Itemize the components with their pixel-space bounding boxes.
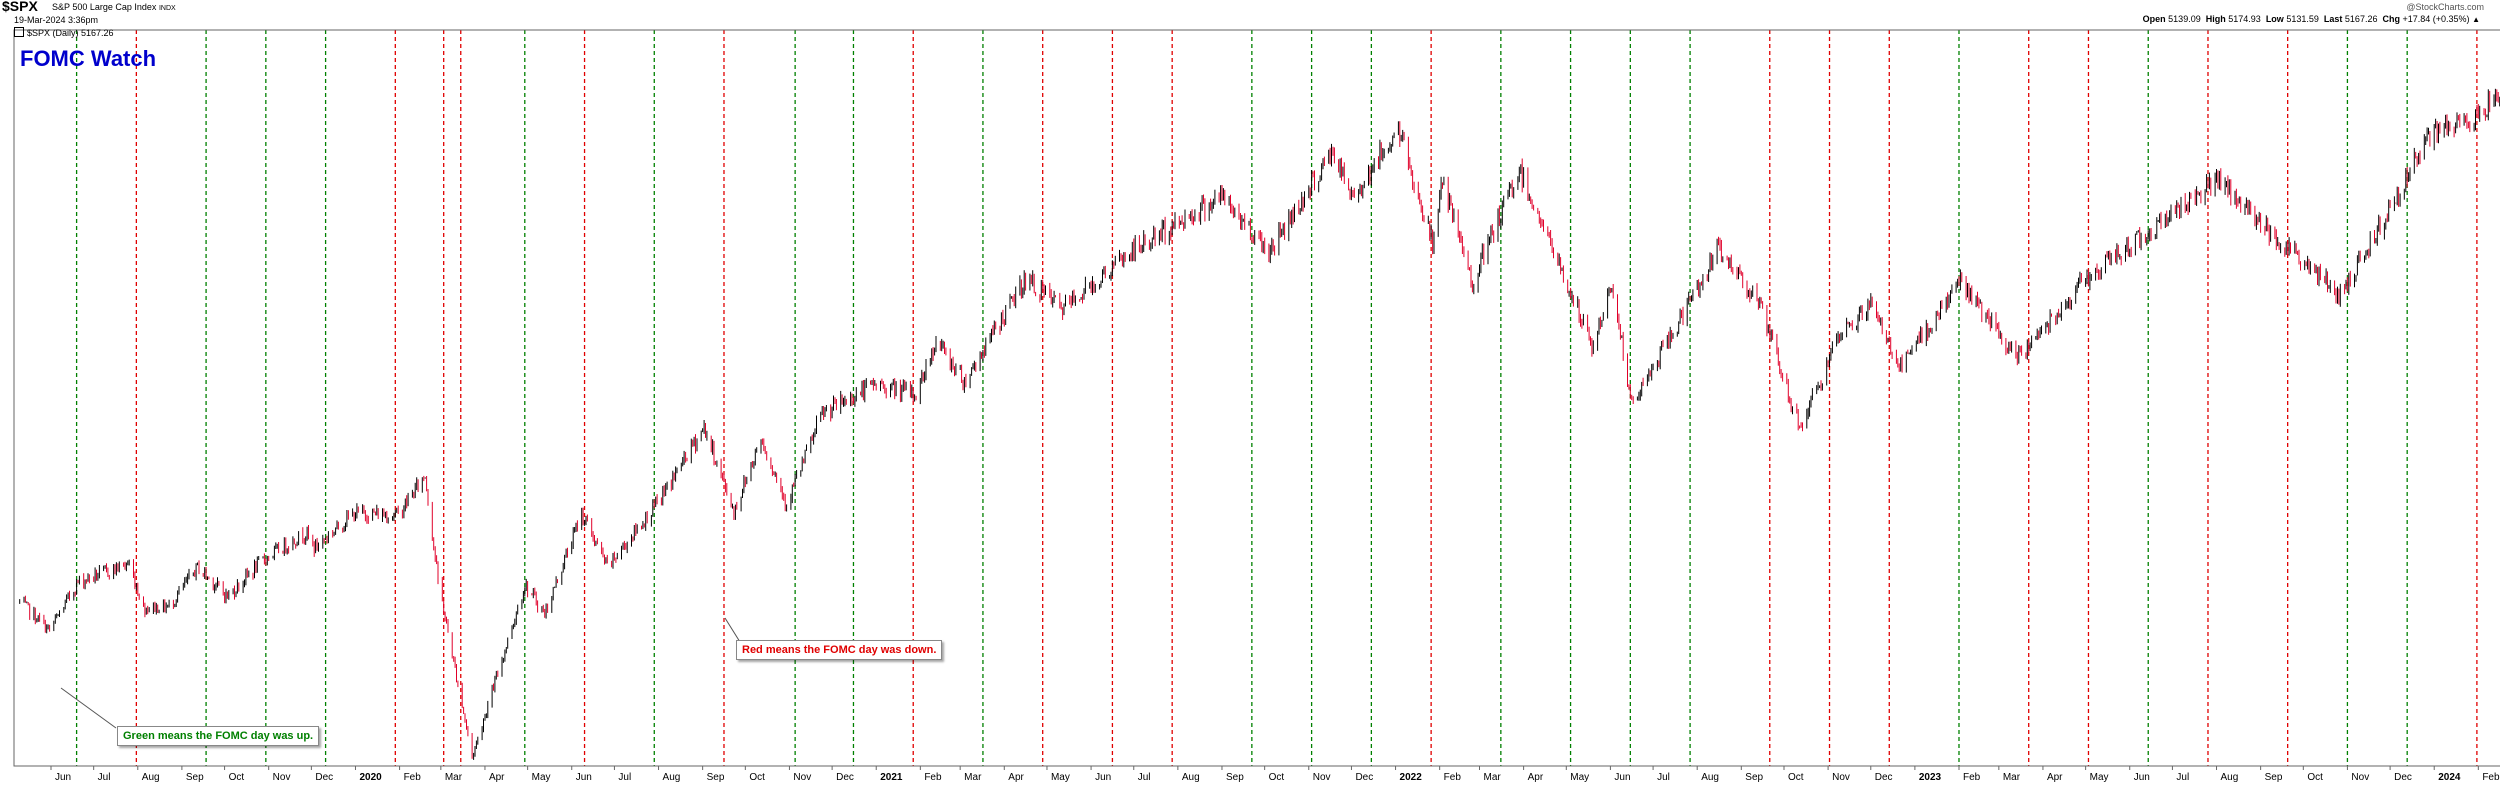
quote-line: Open 5139.09 High 5174.93 Low 5131.59 La… <box>2143 14 2480 24</box>
x-tick-label: Oct <box>229 772 245 783</box>
x-tick-label: Mar <box>445 772 463 783</box>
x-tick-label: Jul <box>98 772 111 783</box>
last-value: 5167.26 <box>2344 14 2378 24</box>
x-tick-label: Apr <box>1008 772 1024 783</box>
x-tick-label: Jun <box>576 772 592 783</box>
x-tick-label: Sep <box>1745 772 1763 783</box>
plot-frame <box>13 29 2500 767</box>
last-label: Last <box>2323 14 2343 24</box>
x-tick-label: Jul <box>1657 772 1670 783</box>
fomc-lines <box>75 30 2478 766</box>
x-tick-label: Nov <box>793 772 811 783</box>
high-label: High <box>2205 14 2226 24</box>
x-tick-label: Feb <box>404 772 422 783</box>
x-tick-label: Jun <box>55 772 71 783</box>
x-tick-label: Dec <box>836 772 854 783</box>
x-tick-label: Feb <box>1444 772 1462 783</box>
annotation-green: Green means the FOMC day was up. <box>117 726 320 746</box>
annotation-green-pointer <box>60 687 117 729</box>
x-tick-label: Nov <box>1832 772 1850 783</box>
x-tick-label: Apr <box>489 772 505 783</box>
index-name: S&P 500 Large Cap Index INDX <box>52 2 176 12</box>
x-tick-label: Jul <box>2176 772 2189 783</box>
x-tick-label: Jun <box>1614 772 1630 783</box>
x-tick-label: Sep <box>186 772 204 783</box>
x-tick-label: Apr <box>2047 772 2063 783</box>
chart-title: FOMC Watch <box>20 46 157 71</box>
symbol: $SPX <box>2 0 38 14</box>
x-tick-label: May <box>1051 772 1070 783</box>
chg-value: +17.84 (+0.35%) <box>2402 14 2470 24</box>
x-tick-label: Oct <box>749 772 765 783</box>
low-label: Low <box>2265 14 2284 24</box>
x-tick-label: Mar <box>2003 772 2021 783</box>
axes: 2200230024002500260027002800290030003100… <box>13 29 2500 783</box>
high-value: 5174.93 <box>2228 14 2261 24</box>
x-tick-label: Aug <box>142 772 160 783</box>
x-tick-label: Sep <box>707 772 725 783</box>
low-value: 5131.59 <box>2286 14 2319 24</box>
x-tick-label: Aug <box>663 772 681 783</box>
x-tick-label: Feb <box>1963 772 1981 783</box>
x-tick-label: Aug <box>2221 772 2239 783</box>
annotation-red: Red means the FOMC day was down. <box>736 640 943 660</box>
x-tick-label: Dec <box>2394 772 2412 783</box>
x-tick-label: May <box>532 772 551 783</box>
x-tick-label: Feb <box>924 772 942 783</box>
x-tick-label: Nov <box>2351 772 2369 783</box>
x-tick-label: Dec <box>315 772 333 783</box>
up-arrow-icon: ▲ <box>2472 15 2480 24</box>
watermark: @StockCharts.com <box>2406 2 2484 12</box>
open-label: Open <box>2142 14 2166 24</box>
x-tick-label: Jul <box>1138 772 1151 783</box>
x-tick-label: Nov <box>273 772 291 783</box>
legend-text: $SPX (Daily) 5167.26 <box>27 28 114 38</box>
x-tick-label: Sep <box>2265 772 2283 783</box>
x-tick-label: Jun <box>2134 772 2150 783</box>
annotation-red-pointer <box>724 617 741 643</box>
x-tick-label: 2021 <box>880 772 903 783</box>
x-tick-label: May <box>2090 772 2109 783</box>
x-tick-label: Aug <box>1701 772 1719 783</box>
x-tick-label: Jul <box>618 772 631 783</box>
x-tick-label: 2023 <box>1919 772 1942 783</box>
x-tick-label: Oct <box>1788 772 1804 783</box>
x-tick-label: 2024 <box>2438 772 2461 783</box>
x-tick-label: Oct <box>2307 772 2323 783</box>
x-tick-label: Nov <box>1313 772 1331 783</box>
price-series <box>19 88 2500 760</box>
series-legend: $SPX (Daily) 5167.26 <box>14 27 114 38</box>
legend-swatch <box>14 27 24 37</box>
index-name-text: S&P 500 Large Cap Index <box>52 2 157 12</box>
x-tick-label: Apr <box>1528 772 1544 783</box>
open-value: 5139.09 <box>2168 14 2201 24</box>
x-tick-label: Oct <box>1269 772 1285 783</box>
date-stamp: 19-Mar-2024 3:36pm <box>14 15 99 25</box>
x-tick-label: Feb <box>2482 772 2500 783</box>
chg-label: Chg <box>2382 14 2400 24</box>
x-tick-label: Mar <box>1484 772 1502 783</box>
x-tick-label: 2020 <box>359 772 382 783</box>
x-tick-label: Aug <box>1182 772 1200 783</box>
x-tick-label: Dec <box>1875 772 1893 783</box>
x-tick-label: May <box>1570 772 1589 783</box>
x-tick-label: 2022 <box>1400 772 1423 783</box>
x-tick-label: Jun <box>1095 772 1111 783</box>
x-tick-label: Mar <box>964 772 982 783</box>
x-tick-label: Dec <box>1355 772 1373 783</box>
exchange: INDX <box>158 5 176 12</box>
x-tick-label: Sep <box>1226 772 1244 783</box>
